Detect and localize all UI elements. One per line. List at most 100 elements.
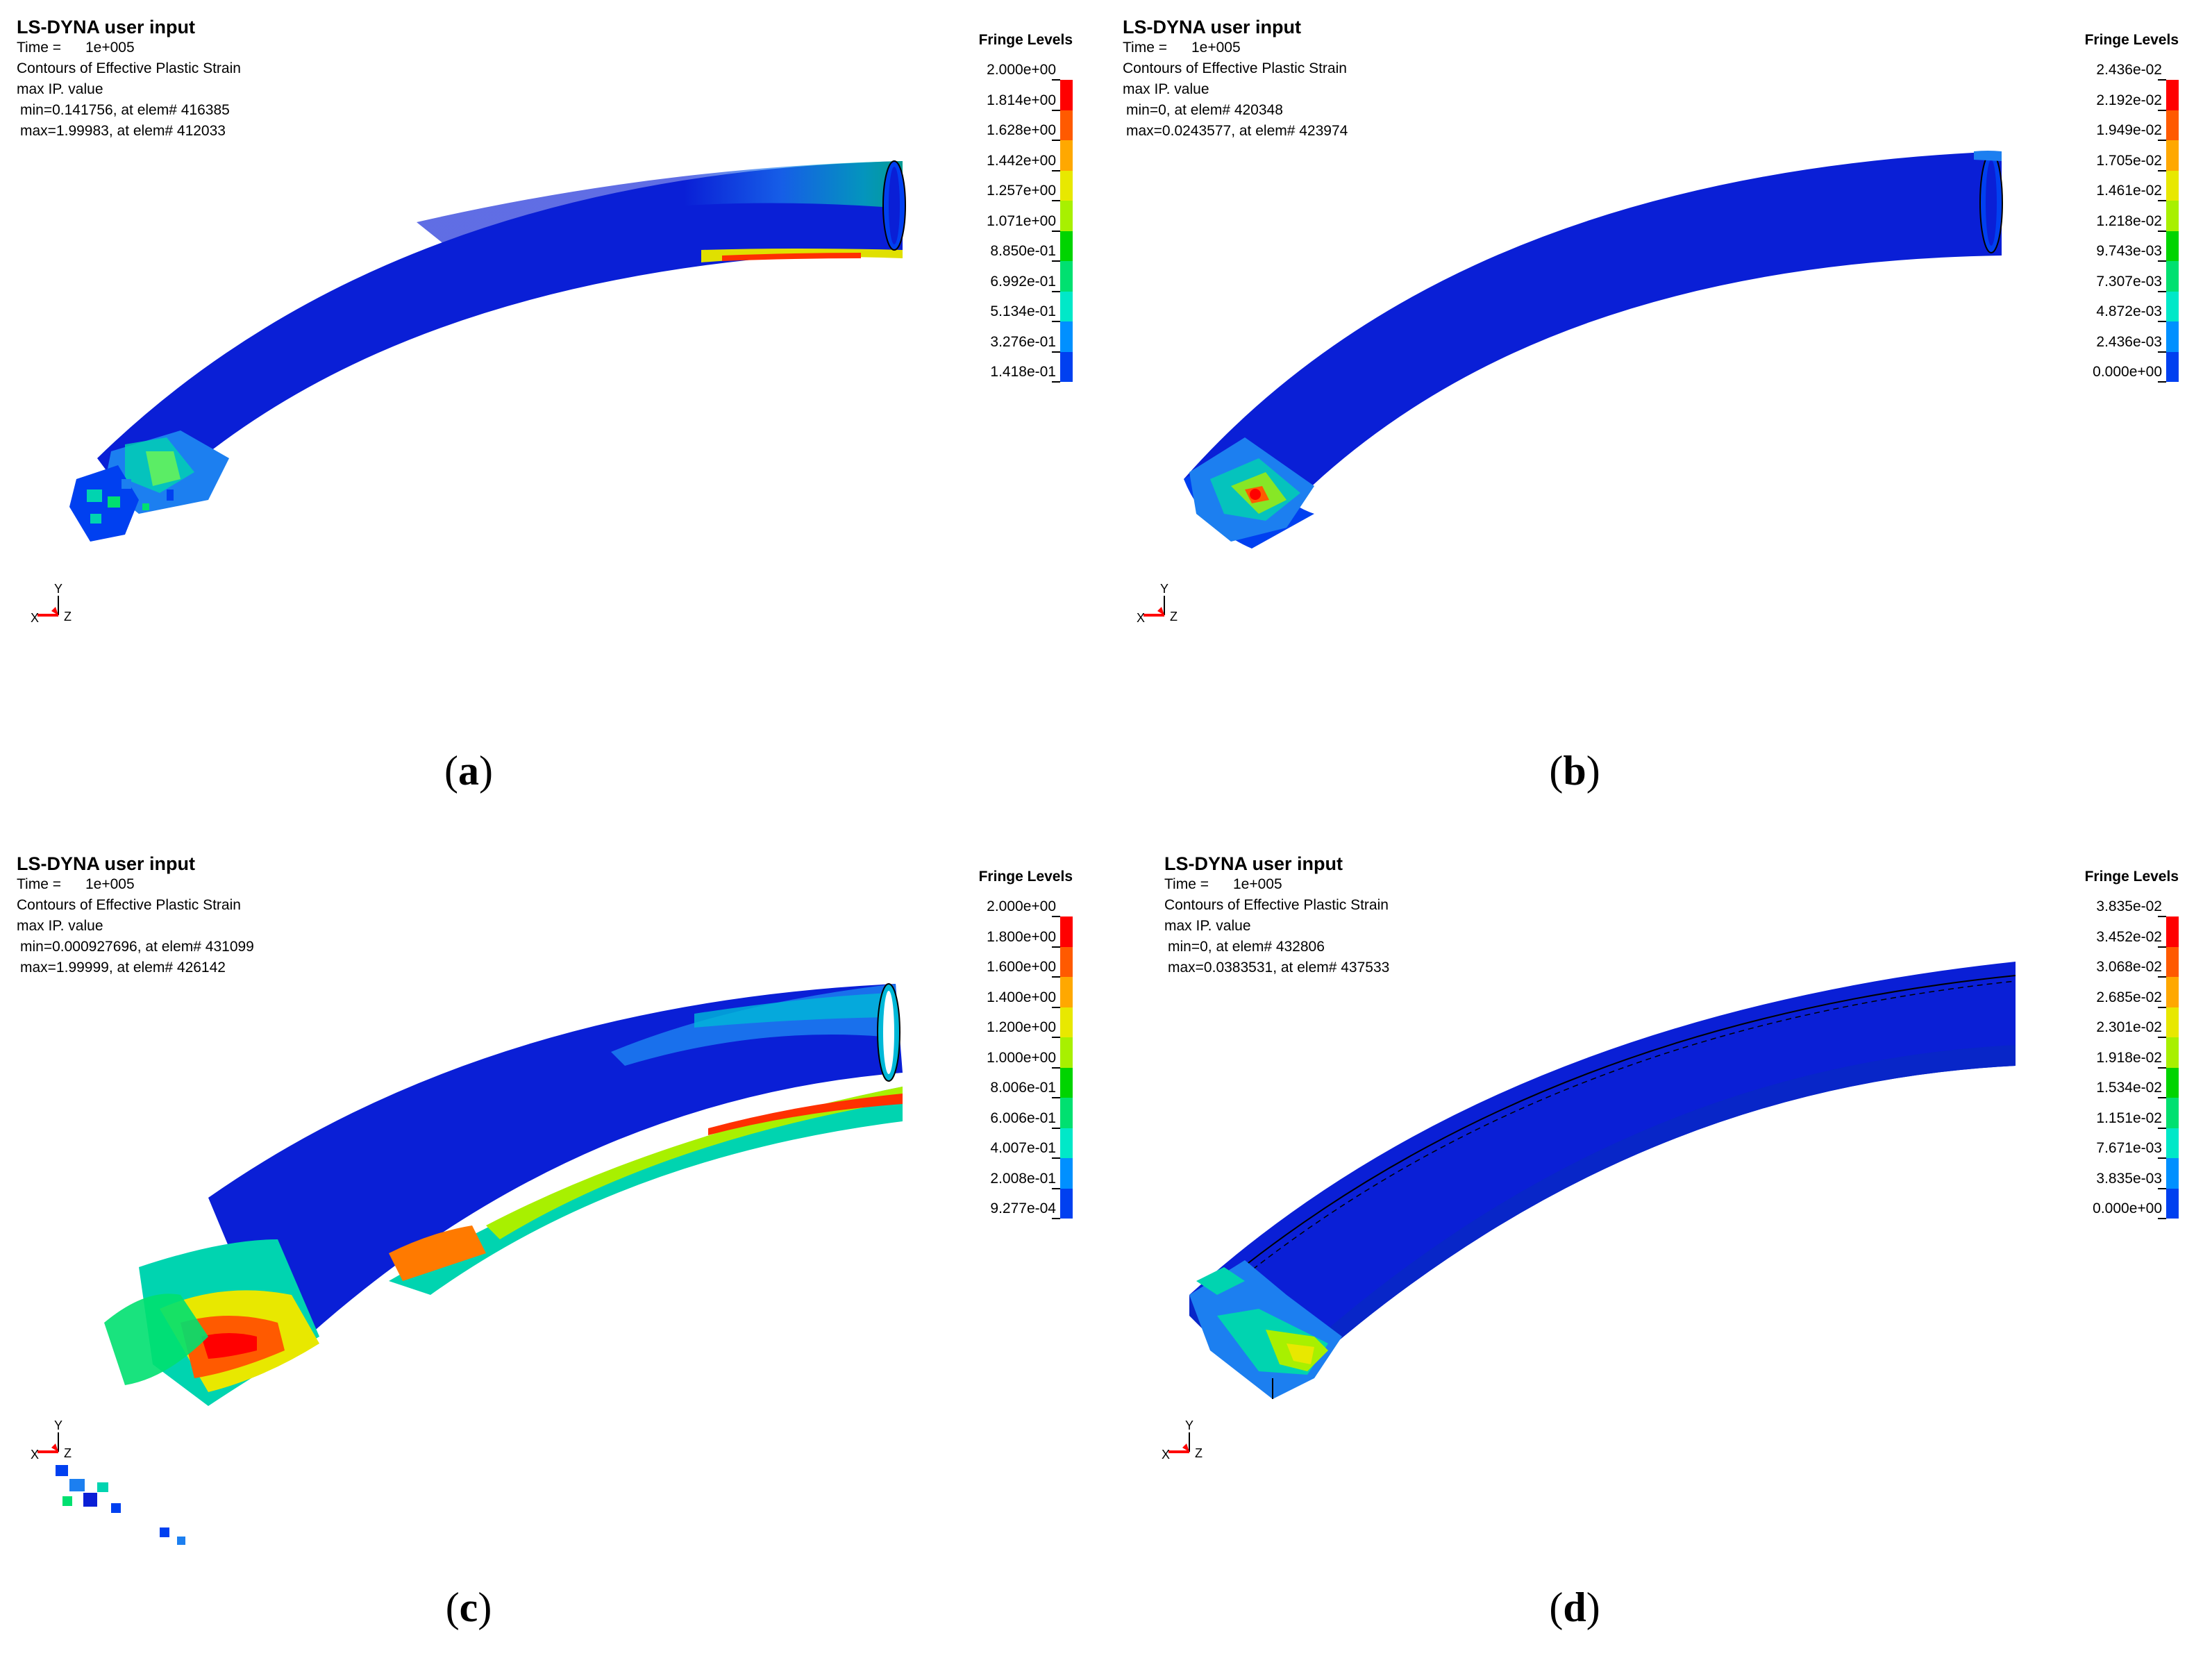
fringe-tick <box>2158 1037 2166 1038</box>
fringe-level-label: 9.277e-04 <box>990 1200 1056 1216</box>
fringe-tick <box>2158 1127 2166 1129</box>
fringe-tick <box>2158 169 2166 171</box>
fringe-tick <box>1052 1097 1060 1098</box>
fringe-tick <box>1052 351 1060 353</box>
fringe-level-label: 1.534e-02 <box>2096 1080 2162 1096</box>
fringe-tick <box>1052 946 1060 948</box>
fringe-tick <box>2158 1187 2166 1189</box>
caption-open: ( <box>1549 1584 1564 1630</box>
fringe-tick <box>2158 109 2166 111</box>
fringe-color-swatch <box>1060 231 1073 261</box>
fringe-level-label: 1.814e+00 <box>987 92 1056 108</box>
fringe-color-swatch <box>2166 201 2179 231</box>
fringe-legend: Fringe Levels 2.000e+00 1.814e+00 1.628e+0… <box>920 32 1073 393</box>
header-title: LS-DYNA user input <box>1123 17 1302 37</box>
fringe-tick <box>2158 140 2166 141</box>
fringe-color-swatch <box>2166 916 2179 947</box>
fringe-legend: Fringe Levels 2.436e-02 2.192e-02 1.949e-0… <box>2026 32 2179 393</box>
caption-close: ) <box>479 748 493 794</box>
panel-d: LS-DYNA user input Time = 1e+005 Contour… <box>1106 837 2212 1673</box>
fringe-level-label: 1.461e-02 <box>2096 183 2162 199</box>
fringe-level-label: 3.276e-01 <box>990 333 1056 350</box>
fringe-color-swatch <box>2166 261 2179 292</box>
fringe-level-label: 1.151e-02 <box>2096 1110 2162 1126</box>
panel-c: LS-DYNA user input Time = 1e+005 Contour… <box>0 837 1106 1673</box>
fringe-tick <box>2158 1097 2166 1098</box>
fringe-color-swatch <box>2166 1158 2179 1189</box>
fringe-tick <box>1052 1006 1060 1008</box>
fringe-level-label: 1.257e+00 <box>987 183 1056 199</box>
fringe-tick <box>1052 230 1060 232</box>
header-min: min=0, at elem# 420348 <box>1126 102 1283 118</box>
fringe-level-label: 1.418e-01 <box>990 364 1056 380</box>
fringe-color-swatch <box>1060 1067 1073 1098</box>
fringe-color-swatch <box>2166 1007 2179 1037</box>
fringe-level-label: 1.071e+00 <box>987 212 1056 229</box>
fringe-color-swatch <box>1060 351 1073 382</box>
fringe-tick <box>2158 976 2166 978</box>
fringe-tick <box>1052 1218 1060 1219</box>
fringe-legend: Fringe Levels 2.000e+00 1.800e+00 1.600e+0… <box>920 869 1073 1230</box>
fringe-color-swatch <box>1060 977 1073 1007</box>
header-max: max=0.0243577, at elem# 423974 <box>1126 123 1348 139</box>
header-value: max IP. value <box>1164 918 1251 934</box>
fringe-color-swatch <box>1060 916 1073 947</box>
axis-x-label: X <box>31 1448 39 1462</box>
fringe-color-swatch <box>2166 140 2179 171</box>
fringe-color-swatch <box>2166 977 2179 1007</box>
header-title: LS-DYNA user input <box>17 853 196 874</box>
header-max: max=1.99983, at elem# 412033 <box>20 123 226 139</box>
fringe-tick <box>1052 1066 1060 1069</box>
fringe-color-swatch <box>1060 291 1073 321</box>
fringe-level-label: 0.000e+00 <box>2093 1200 2162 1216</box>
fringe-color-swatch <box>2166 1128 2179 1158</box>
fringe-color-swatch <box>2166 170 2179 201</box>
fringe-tick <box>2158 230 2166 232</box>
axis-triad-icon: Y X Z <box>31 583 72 625</box>
panel-b: LS-DYNA user input Time = 1e+005 Contour… <box>1106 0 2212 837</box>
fringe-level-label: 7.307e-03 <box>2096 273 2162 290</box>
fringe-level-label: 2.000e+00 <box>987 62 1056 78</box>
fringe-tick <box>2158 1157 2166 1159</box>
fringe-legend: Fringe Levels 3.835e-02 3.452e-02 3.068e-0… <box>2026 869 2179 1230</box>
fringe-level-label: 4.872e-03 <box>2096 303 2162 319</box>
axis-y-label: Y <box>54 1420 62 1432</box>
fringe-title: Fringe Levels <box>978 32 1073 48</box>
fringe-color-swatch <box>2166 946 2179 977</box>
fringe-color-swatch <box>1060 1007 1073 1037</box>
fringe-tick <box>1052 1187 1060 1189</box>
fringe-level-label: 2.008e-01 <box>990 1170 1056 1187</box>
fringe-tick <box>2158 321 2166 322</box>
caption-b: (b) <box>1505 746 1644 795</box>
caption-label: b <box>1563 748 1586 794</box>
fringe-tick <box>1052 200 1060 201</box>
fringe-tick <box>1052 140 1060 141</box>
fringe-tick <box>2158 290 2166 292</box>
beam-model-d <box>1189 962 2016 1399</box>
fringe-level-label: 6.992e-01 <box>990 273 1056 290</box>
fringe-color-swatch <box>1060 321 1073 352</box>
fringe-level-label: 2.000e+00 <box>987 898 1056 914</box>
fringe-tick <box>1052 260 1060 262</box>
header-value: max IP. value <box>1123 81 1209 97</box>
fringe-color-swatch <box>1060 261 1073 292</box>
caption-c: (c) <box>399 1583 538 1632</box>
header-time: Time = 1e+005 <box>1123 40 1241 56</box>
header-contours: Contours of Effective Plastic Strain <box>17 60 241 76</box>
fringe-color-swatch <box>2166 1067 2179 1098</box>
fringe-color-swatch <box>2166 110 2179 140</box>
fringe-level-label: 1.218e-02 <box>2096 212 2162 229</box>
fringe-level-label: 1.000e+00 <box>987 1049 1056 1066</box>
header-value: max IP. value <box>17 918 103 934</box>
axis-y-label: Y <box>54 583 62 596</box>
header-contours: Contours of Effective Plastic Strain <box>1164 897 1389 913</box>
pipe-model-c <box>56 983 903 1545</box>
axis-x-label: X <box>1162 1448 1170 1462</box>
fringe-color-swatch <box>2166 291 2179 321</box>
fringe-level-label: 1.918e-02 <box>2096 1049 2162 1066</box>
fringe-tick <box>2158 1218 2166 1219</box>
pipe-model-b <box>1184 151 2003 549</box>
fringe-color-swatch <box>2166 351 2179 382</box>
fringe-tick <box>2158 916 2166 917</box>
fringe-level-label: 3.068e-02 <box>2096 959 2162 975</box>
